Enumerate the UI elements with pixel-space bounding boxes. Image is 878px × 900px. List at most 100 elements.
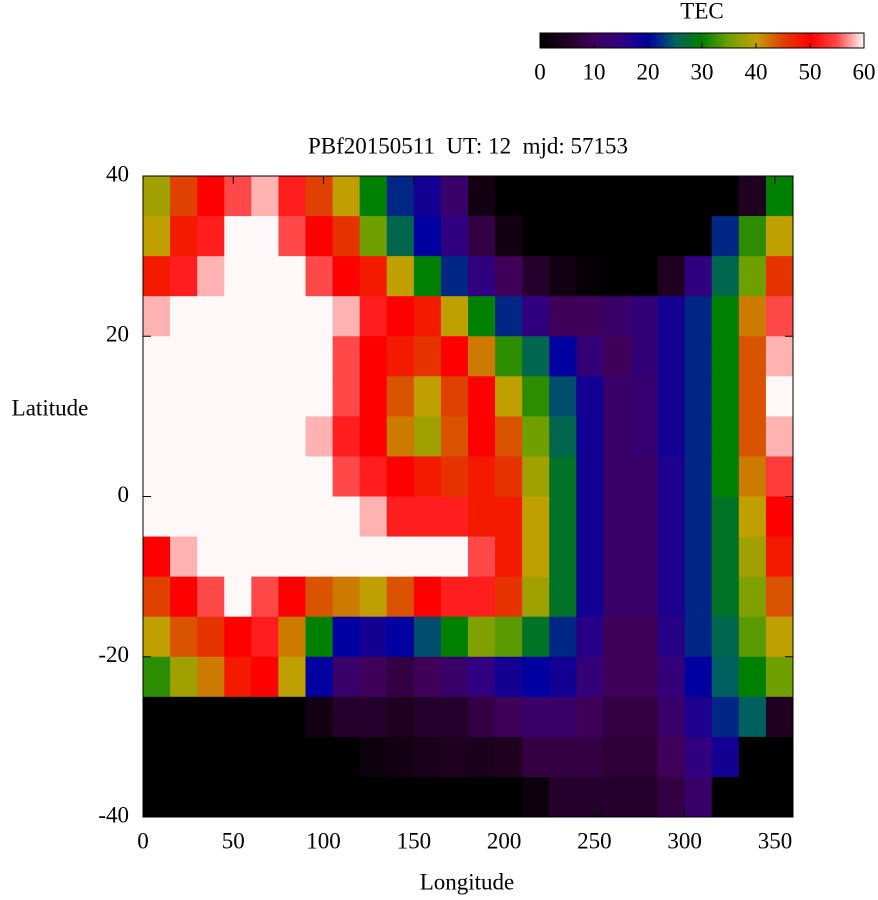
heatmap-cell — [143, 616, 171, 658]
heatmap-cell — [711, 336, 740, 377]
heatmap-cell — [576, 256, 604, 297]
heatmap-cell — [765, 176, 794, 217]
heatmap-cell — [305, 736, 334, 778]
heatmap-cell — [549, 376, 577, 417]
heatmap-cell — [305, 776, 334, 818]
heatmap-cell — [657, 416, 686, 457]
heatmap-cell — [224, 456, 252, 497]
heatmap-cell — [440, 456, 469, 497]
heatmap-cell — [440, 656, 469, 698]
heatmap-cell — [197, 496, 225, 538]
heatmap-cell — [549, 736, 577, 778]
heatmap-cell — [359, 736, 388, 778]
heatmap-cell — [576, 656, 604, 698]
heatmap-cell — [522, 416, 550, 457]
heatmap-cell — [332, 776, 361, 818]
heatmap-cell — [278, 496, 306, 538]
heatmap-cell — [359, 656, 388, 698]
heatmap-cell — [603, 776, 631, 818]
heatmap-cell — [549, 656, 577, 698]
heatmap-cell — [711, 536, 740, 578]
heatmap-cell — [603, 696, 631, 738]
heatmap-cell — [440, 176, 469, 217]
heatmap-cell — [251, 456, 279, 497]
heatmap-cell — [522, 616, 550, 658]
heatmap-cell — [359, 576, 388, 618]
heatmap-cell — [495, 696, 523, 738]
heatmap-cell — [765, 736, 794, 778]
heatmap-cell — [711, 296, 740, 337]
heatmap-cell — [332, 576, 361, 618]
heatmap-cell — [657, 496, 686, 538]
heatmap-cell — [711, 376, 740, 417]
heatmap-cell — [359, 336, 388, 377]
heatmap-cell — [603, 176, 631, 217]
heatmap-cell — [603, 536, 631, 578]
heatmap-cell — [224, 616, 252, 658]
heatmap-cell — [657, 656, 686, 698]
heatmap-cell — [657, 536, 686, 578]
heatmap-cell — [630, 336, 659, 377]
heatmap-cell — [386, 256, 415, 297]
heatmap-cell — [684, 456, 713, 497]
heatmap-cell — [468, 296, 496, 337]
heatmap-cell — [197, 736, 225, 778]
heatmap-cell — [332, 416, 361, 457]
heatmap-cell — [684, 616, 713, 658]
heatmap-cell — [576, 696, 604, 738]
heatmap-cell — [170, 536, 198, 578]
heatmap-cell — [630, 776, 659, 818]
heatmap-cell — [711, 736, 740, 778]
heatmap-cell — [549, 696, 577, 738]
heatmap-cell — [684, 336, 713, 377]
colorbar-tick-label: 60 — [853, 59, 876, 84]
heatmap-cell — [332, 616, 361, 658]
heatmap-cell — [359, 256, 388, 297]
heatmap-cell — [576, 576, 604, 618]
heatmap-cell — [251, 376, 279, 417]
heatmap-cell — [170, 416, 198, 457]
heatmap-cell — [170, 456, 198, 497]
heatmap-cell — [738, 216, 767, 257]
heatmap-cell — [711, 656, 740, 698]
heatmap-cell — [738, 456, 767, 497]
heatmap-cell — [522, 376, 550, 417]
heatmap-cell — [765, 336, 794, 377]
heatmap-cell — [143, 256, 171, 297]
heatmap-cell — [197, 776, 225, 818]
heatmap-cell — [332, 376, 361, 417]
heatmap-cell — [386, 576, 415, 618]
heatmap-cell — [386, 696, 415, 738]
heatmap-cell — [549, 576, 577, 618]
heatmap-cell — [386, 536, 415, 578]
heatmap-cell — [576, 216, 604, 257]
heatmap-cell — [684, 416, 713, 457]
heatmap-cell — [657, 616, 686, 658]
heatmap-cell — [197, 176, 225, 217]
heatmap-cell — [495, 776, 523, 818]
heatmap-cell — [440, 736, 469, 778]
heatmap-cell — [765, 416, 794, 457]
heatmap-cell — [468, 576, 496, 618]
x-tick-label: 300 — [667, 828, 702, 853]
heatmap-cell — [657, 216, 686, 257]
heatmap-cell — [576, 376, 604, 417]
heatmap-cell — [711, 496, 740, 538]
heatmap-cell — [765, 576, 794, 618]
heatmap-cell — [440, 616, 469, 658]
heatmap-cell — [657, 376, 686, 417]
heatmap-cell — [765, 536, 794, 578]
heatmap-cell — [711, 456, 740, 497]
heatmap-cell — [468, 536, 496, 578]
heatmap-cell — [278, 456, 306, 497]
heatmap-cell — [143, 296, 171, 337]
heatmap-cell — [305, 296, 334, 337]
heatmap-cell — [657, 776, 686, 818]
heatmap-cell — [359, 616, 388, 658]
heatmap-cell — [603, 416, 631, 457]
heatmap-cell — [305, 696, 334, 738]
heatmap-cell — [143, 376, 171, 417]
heatmap-cell — [251, 776, 279, 818]
heatmap-cell — [278, 256, 306, 297]
colorbar-tick-label: 10 — [583, 59, 606, 84]
